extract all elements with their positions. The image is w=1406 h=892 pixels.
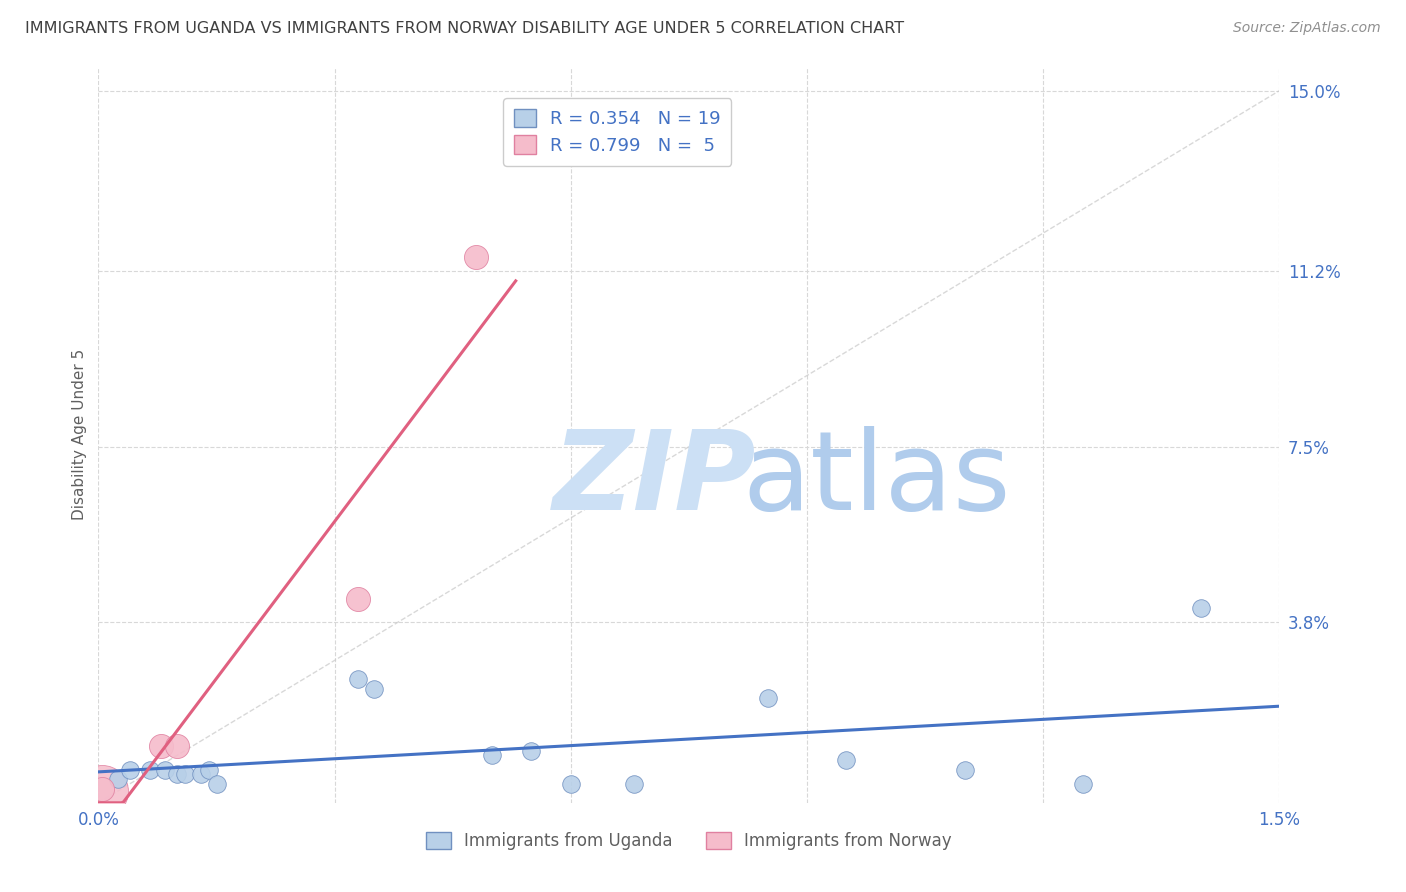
Point [91, 784, 114, 798]
Point [1071, 777, 1094, 791]
Point [835, 753, 858, 767]
Point [347, 591, 370, 606]
Point [91, 781, 114, 796]
Point [623, 777, 645, 791]
Text: ZIP: ZIP [553, 425, 756, 533]
Point [953, 763, 976, 777]
Text: atlas: atlas [742, 425, 1011, 533]
Point [465, 250, 488, 264]
Point [205, 777, 228, 791]
Point [138, 763, 160, 777]
Point [166, 739, 188, 753]
Point [481, 748, 503, 763]
Point [520, 743, 543, 757]
Y-axis label: Disability Age Under 5: Disability Age Under 5 [72, 350, 87, 520]
Point [363, 681, 385, 696]
Point [1189, 601, 1212, 615]
Point [107, 772, 129, 786]
Point [174, 767, 197, 781]
Point [190, 767, 212, 781]
Point [756, 691, 779, 706]
Point [166, 767, 188, 781]
Text: IMMIGRANTS FROM UGANDA VS IMMIGRANTS FROM NORWAY DISABILITY AGE UNDER 5 CORRELAT: IMMIGRANTS FROM UGANDA VS IMMIGRANTS FRO… [25, 21, 904, 36]
Point [347, 673, 370, 687]
Text: Source: ZipAtlas.com: Source: ZipAtlas.com [1233, 21, 1381, 35]
Point [197, 763, 219, 777]
Point [118, 763, 141, 777]
Legend: Immigrants from Uganda, Immigrants from Norway: Immigrants from Uganda, Immigrants from … [419, 825, 959, 857]
Point [155, 763, 177, 777]
Point [150, 739, 173, 753]
Point [560, 777, 582, 791]
